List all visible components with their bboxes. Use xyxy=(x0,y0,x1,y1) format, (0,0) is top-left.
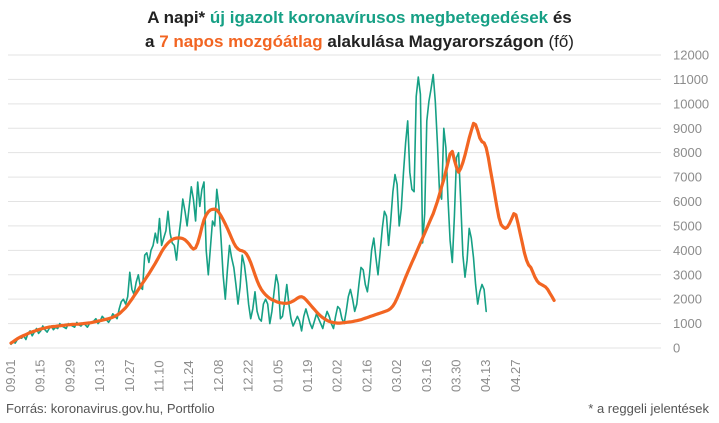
series-line-moving-average xyxy=(9,121,556,345)
x-tick-label: 03.16 xyxy=(419,359,434,392)
title-segment-moving-average: 7 napos mozgóátlag xyxy=(159,32,323,51)
y-tick-label: 0 xyxy=(673,341,680,356)
y-tick-label: 6000 xyxy=(673,194,702,209)
x-tick-label: 01.19 xyxy=(300,359,315,392)
x-tick-label: 10.27 xyxy=(122,359,137,392)
title-segment: és xyxy=(548,8,572,27)
x-tick-label: 04.13 xyxy=(478,359,493,392)
title-segment: A napi* xyxy=(147,8,210,27)
x-tick-label: 11.10 xyxy=(152,360,167,392)
y-tick-label: 11000 xyxy=(673,72,708,87)
x-tick-label: 02.16 xyxy=(359,359,374,392)
x-tick-label: 10.13 xyxy=(92,359,107,392)
y-tick-label: 3000 xyxy=(673,267,702,282)
title-segment: alakulása Magyarországon xyxy=(322,32,549,51)
y-tick-label: 9000 xyxy=(673,121,702,136)
series-layer xyxy=(9,73,556,346)
title-segment: a xyxy=(145,32,160,51)
x-tick-label: 03.30 xyxy=(449,359,464,392)
chart-title: A napi* új igazolt koronavírusos megbete… xyxy=(0,6,719,54)
x-tick-label: 04.27 xyxy=(508,359,523,392)
y-tick-label: 12000 xyxy=(673,48,709,63)
series-line-daily-cases xyxy=(10,73,488,346)
x-tick-label: 03.02 xyxy=(389,359,404,392)
y-axis: 0 1000 2000 3000 4000 5000 6000 7000 8000 9000 100… xyxy=(673,48,709,356)
title-segment-daily-cases: új igazolt koronavírusos megbetegedések xyxy=(209,8,549,27)
x-tick-label: 09.29 xyxy=(62,359,77,392)
source-note: Forrás: koronavirus.gov.hu, Portfolio xyxy=(6,401,215,416)
y-tick-label: 4000 xyxy=(673,243,702,258)
y-tick-label: 5000 xyxy=(673,218,702,233)
footnote: * a reggeli jelentések xyxy=(588,401,709,416)
x-tick-label: 09.15 xyxy=(33,359,48,392)
title-segment-unit: (fő) xyxy=(548,32,574,51)
title-line-1: A napi* új igazolt koronavírusos megbete… xyxy=(0,6,719,30)
x-tick-label: 11.24 xyxy=(181,360,196,392)
y-tick-label: 2000 xyxy=(673,292,702,307)
x-axis: 09.01 09.15 09.29 10.13 10.27 11.10 11.24 12.08… xyxy=(3,359,523,392)
grid xyxy=(8,54,661,349)
y-tick-label: 1000 xyxy=(673,316,702,331)
x-tick-label: 02.02 xyxy=(330,359,345,392)
x-tick-label: 01.05 xyxy=(270,359,285,392)
x-tick-label: 09.01 xyxy=(3,359,18,392)
y-tick-label: 7000 xyxy=(673,170,702,185)
y-tick-label: 8000 xyxy=(673,145,702,160)
y-tick-label: 10000 xyxy=(673,96,709,111)
title-line-2: a 7 napos mozgóátlag alakulása Magyarors… xyxy=(0,30,719,54)
x-tick-label: 12.08 xyxy=(211,359,226,392)
x-tick-label: 12.22 xyxy=(241,359,256,392)
